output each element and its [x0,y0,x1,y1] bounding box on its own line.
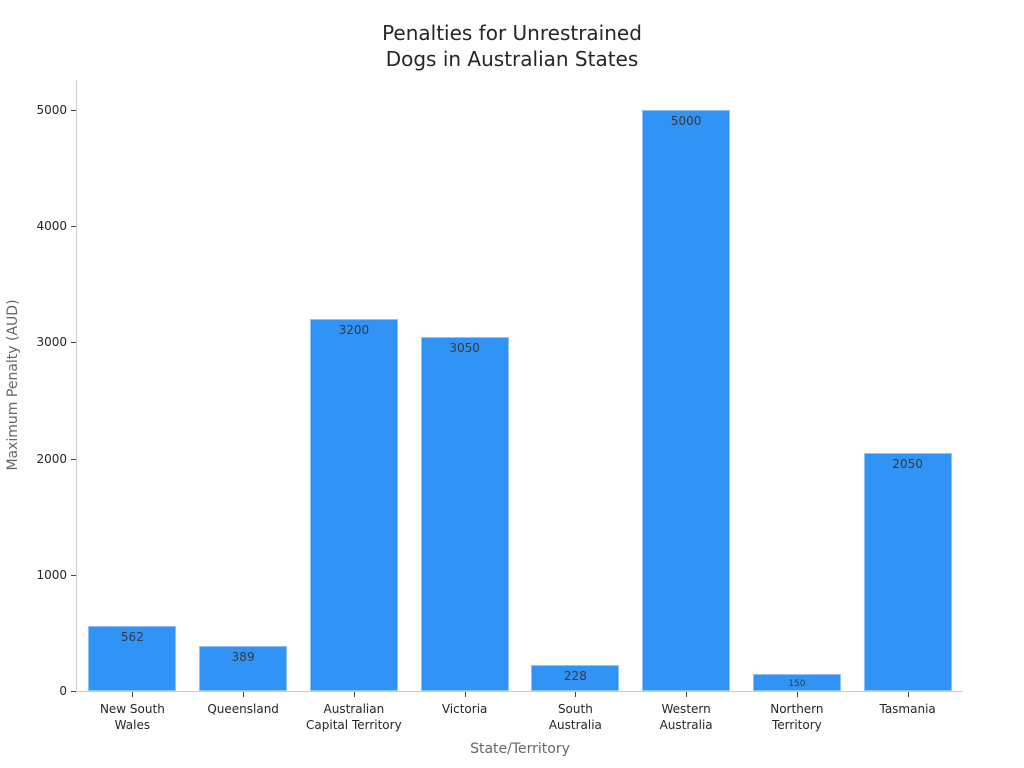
bar-value-label: 389 [231,649,255,664]
y-tick-label: 5000 [36,103,67,117]
bar: 3050 [420,336,509,691]
bar-value-label: 562 [120,629,144,644]
x-tick-mark [132,692,134,697]
y-tick-mark [71,226,76,228]
y-tick-mark [71,574,76,576]
x-tick-mark [575,692,577,697]
x-tick-label: Western Australia [659,702,713,732]
y-tick-label: 2000 [36,451,67,466]
x-tick-mark [796,692,798,697]
bar-value-label: 228 [563,668,587,683]
bar-value-label: 5000 [670,114,702,128]
x-axis-label: State/Territory [470,741,570,757]
bar: 5000 [642,110,731,691]
y-axis-line [76,80,77,692]
x-tick-label: Tasmania [879,702,936,716]
x-tick-label: New South Wales [99,702,165,732]
bar: 2050 [863,452,952,691]
bar-value-label: 2050 [892,456,923,471]
y-tick-mark [71,458,76,460]
x-tick-label: South Australia [548,702,602,732]
bar: 562 [88,625,177,691]
y-axis-label: Maximum Penalty (AUD) [5,299,21,471]
y-tick: 1000 [0,568,76,582]
bar: 389 [199,645,288,691]
x-tick-label: Victoria [441,702,488,716]
x-tick-label: Northern Territory [770,702,824,732]
y-tick: 4000 [0,219,76,233]
y-tick: 3000 [0,335,76,349]
x-axis-line [76,691,963,692]
x-tick-mark [243,692,245,697]
bar: 150 [752,673,841,691]
y-tick-mark [71,691,76,692]
y-tick-mark [71,110,76,111]
y-tick: 0 [0,684,76,698]
bar: 3200 [309,319,398,691]
bar-value-label: 3050 [449,340,480,355]
y-tick-label: 0 [59,684,67,698]
x-tick-mark [686,692,688,697]
bar-value-label: 150 [788,678,806,689]
x-tick-label: Queensland [207,702,279,716]
x-tick-label: Australian Capital Territory [306,702,402,732]
y-tick-label: 4000 [36,219,67,234]
x-tick-mark [464,692,466,697]
bar-value-label: 3200 [338,323,370,338]
y-tick: 2000 [0,452,76,466]
chart-title-line-1: Penalties for Unrestrained [382,21,642,45]
y-tick-label: 1000 [36,567,67,582]
bar: 228 [531,664,620,691]
x-tick-mark [907,692,909,697]
x-tick-mark [353,692,355,697]
chart-title: Penalties for Unrestrained Dogs in Austr… [0,20,1024,72]
y-tick: 5000 [0,103,76,117]
chart-title-line-2: Dogs in Australian States [385,47,639,71]
y-tick-label: 3000 [36,335,67,350]
y-tick-mark [71,342,76,344]
